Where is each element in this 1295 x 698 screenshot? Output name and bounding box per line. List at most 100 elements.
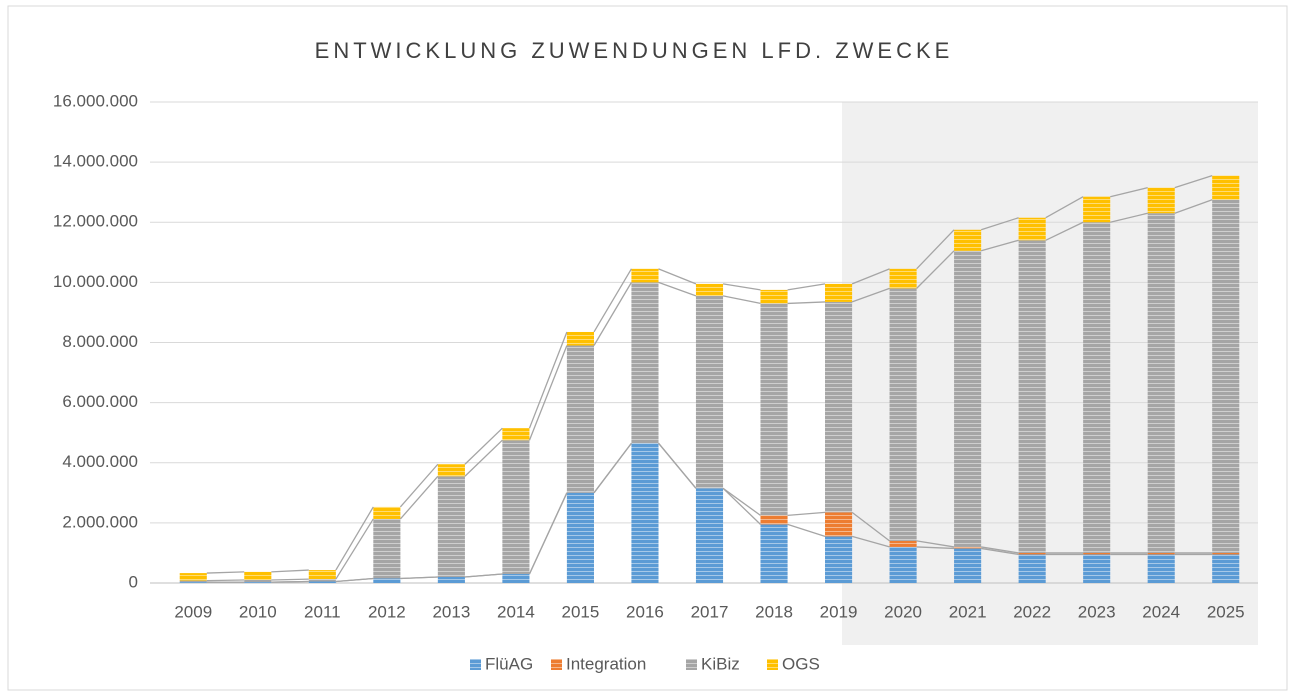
chart-title: ENTWICKLUNG ZUWENDUNGEN LFD. ZWECKE xyxy=(315,38,954,63)
series-line xyxy=(1110,212,1148,223)
bar-segment xyxy=(437,464,465,477)
bar-segment xyxy=(1083,554,1111,583)
bar-segment xyxy=(825,512,853,537)
bar-segment xyxy=(244,579,272,583)
bar-segment xyxy=(631,268,659,283)
x-tick-label: 2012 xyxy=(368,602,406,621)
bar-segment xyxy=(1212,199,1240,553)
bar-segment xyxy=(502,428,530,441)
series-line xyxy=(271,578,309,581)
x-tick-label: 2021 xyxy=(949,602,987,621)
bar-segment xyxy=(1018,217,1046,241)
series-line xyxy=(1045,196,1084,219)
x-tick-label: 2025 xyxy=(1207,602,1245,621)
bar-segment xyxy=(566,331,594,346)
series-line xyxy=(722,283,761,291)
series-line xyxy=(335,506,374,571)
series-line xyxy=(400,576,438,580)
series-line xyxy=(658,442,697,489)
bar-segment xyxy=(1147,187,1175,214)
bar-segment xyxy=(954,229,982,251)
bar-segment xyxy=(308,579,336,582)
x-tick-label: 2016 xyxy=(626,602,664,621)
bar-segment xyxy=(1018,240,1046,553)
series-line xyxy=(528,331,568,429)
series-line xyxy=(593,268,632,333)
bar-segment xyxy=(954,548,982,583)
series-line xyxy=(851,511,890,542)
series-line xyxy=(980,239,1019,252)
series-line xyxy=(464,439,503,477)
series-line xyxy=(916,229,955,270)
series-line xyxy=(464,573,503,578)
bar-segment xyxy=(502,573,530,583)
series-line xyxy=(1174,199,1213,214)
series-line xyxy=(916,546,955,550)
series-line xyxy=(271,569,309,573)
x-tick-label: 2009 xyxy=(174,602,212,621)
series-line xyxy=(851,268,890,285)
bar-segment xyxy=(889,288,917,541)
bar-segment xyxy=(1083,222,1111,553)
series-line xyxy=(851,287,890,303)
bar-segment xyxy=(373,518,401,579)
x-tick-label: 2018 xyxy=(755,602,793,621)
y-tick-label: 10.000.000 xyxy=(53,272,138,291)
bar-segment xyxy=(889,268,917,289)
series-line xyxy=(787,283,826,291)
bar-segment xyxy=(695,488,724,583)
series-line xyxy=(335,577,374,583)
series-line xyxy=(851,535,890,548)
series-line xyxy=(593,282,632,346)
series-line xyxy=(399,475,439,520)
x-tick-label: 2020 xyxy=(884,602,922,621)
bar-segment xyxy=(1018,554,1046,583)
x-tick-label: 2014 xyxy=(497,602,535,621)
series-line xyxy=(271,580,309,583)
series-line xyxy=(1110,187,1148,198)
series-line xyxy=(787,511,826,517)
x-tick-label: 2024 xyxy=(1142,602,1180,621)
bar-segment xyxy=(631,443,659,583)
legend-swatch xyxy=(470,659,481,670)
series-line xyxy=(399,463,439,508)
y-tick-label: 0 xyxy=(129,572,138,591)
y-tick-label: 6.000.000 xyxy=(62,392,138,411)
bar-segment xyxy=(695,283,724,296)
bar-segment xyxy=(760,524,788,583)
y-tick-label: 2.000.000 xyxy=(62,512,138,531)
bar-segment xyxy=(1018,552,1046,555)
series-line xyxy=(206,579,245,582)
legend-label: OGS xyxy=(782,654,820,673)
series-line xyxy=(593,442,632,494)
series-line xyxy=(916,540,955,548)
bar-segment xyxy=(760,515,788,525)
bar-segment xyxy=(889,540,917,547)
y-tick-label: 14.000.000 xyxy=(53,152,138,171)
series-line xyxy=(1174,175,1213,189)
bar-segment xyxy=(825,301,853,513)
series-line xyxy=(981,547,1019,556)
bar-segment xyxy=(631,282,659,444)
legend-swatch xyxy=(686,659,697,670)
bar-segment xyxy=(244,582,272,583)
legend-swatch xyxy=(551,659,562,670)
bar-segment xyxy=(179,582,207,583)
bar-segment xyxy=(566,345,594,493)
y-tick-label: 8.000.000 xyxy=(62,332,138,351)
bar-segment xyxy=(566,492,594,583)
bar-segment xyxy=(373,578,401,583)
bar-segment xyxy=(308,570,336,580)
bar-segment xyxy=(244,571,272,580)
x-tick-label: 2022 xyxy=(1013,602,1051,621)
series-line xyxy=(722,487,761,516)
bar-segment xyxy=(760,303,788,516)
series-line xyxy=(335,518,374,580)
series-line xyxy=(528,345,568,441)
bar-segment xyxy=(1212,175,1240,200)
bar-segment xyxy=(954,546,982,549)
bar-segment xyxy=(825,536,853,583)
y-tick-label: 12.000.000 xyxy=(53,212,138,231)
x-tick-label: 2013 xyxy=(432,602,470,621)
series-line xyxy=(981,546,1019,554)
